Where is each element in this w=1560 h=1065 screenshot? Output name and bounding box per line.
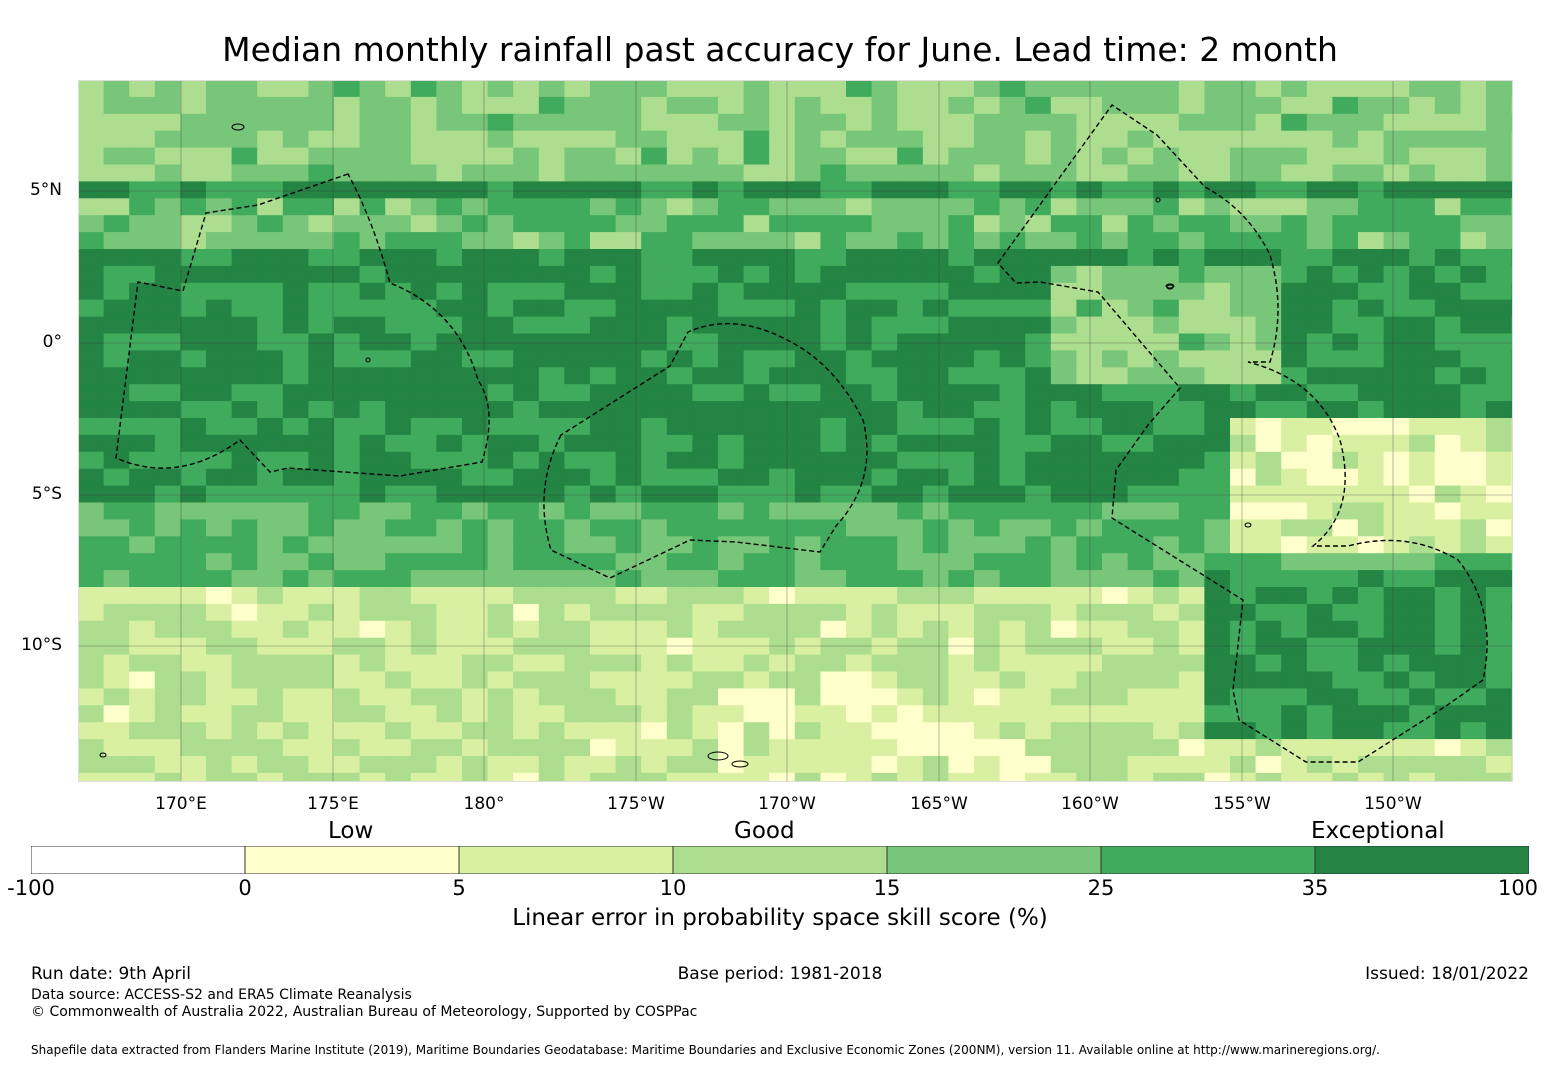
colorbar-segment [1314,846,1529,874]
lat-label-0: 0° [42,332,62,352]
colorbar [31,846,1529,874]
colorbar-tick: 15 [873,876,901,900]
run-date: Run date: 9th April [31,964,191,984]
colorbar-tick: -100 [7,876,55,900]
lat-label-5n: 5°N [29,180,62,200]
map-title: Median monthly rainfall past accuracy fo… [222,30,1338,69]
shapefile-credit: Shapefile data extracted from Flanders M… [31,1043,1380,1057]
colorbar-tick: 0 [238,876,252,900]
skill-score-map [78,80,1513,782]
colorbar-tick: 100 [1497,876,1539,900]
colorbar-segment [1100,846,1316,874]
data-source: Data source: ACCESS-S2 and ERA5 Climate … [31,987,412,1003]
issued-date: Issued: 18/01/2022 [1365,964,1529,984]
colorbar-segment [886,846,1102,874]
category-low: Low [328,818,374,844]
lon-label-175w: 175°W [607,794,665,814]
colorbar-segment [458,846,674,874]
category-exceptional: Exceptional [1311,818,1445,844]
lon-label-175e: 175°E [307,794,359,814]
lon-label-155w: 155°W [1213,794,1271,814]
base-period: Base period: 1981-2018 [677,964,883,984]
lon-label-165w: 165°W [910,794,968,814]
lat-label-5s: 5°S [31,484,62,504]
colorbar-segment [244,846,460,874]
lon-label-160w: 160°W [1061,794,1119,814]
colorbar-segment [672,846,888,874]
colorbar-segment [31,846,246,874]
category-good: Good [734,818,795,844]
colorbar-title: Linear error in probability space skill … [512,905,1048,931]
lon-label-170w: 170°W [758,794,816,814]
copyright: © Commonwealth of Australia 2022, Austra… [31,1004,698,1020]
colorbar-tick: 35 [1301,876,1329,900]
lon-label-150w: 150°W [1364,794,1422,814]
colorbar-tick: 5 [452,876,466,900]
lon-label-180: 180° [463,794,505,814]
lon-label-170e: 170°E [155,794,207,814]
colorbar-tick: 25 [1087,876,1115,900]
colorbar-tick: 10 [659,876,687,900]
lat-label-10s: 10°S [21,635,62,655]
